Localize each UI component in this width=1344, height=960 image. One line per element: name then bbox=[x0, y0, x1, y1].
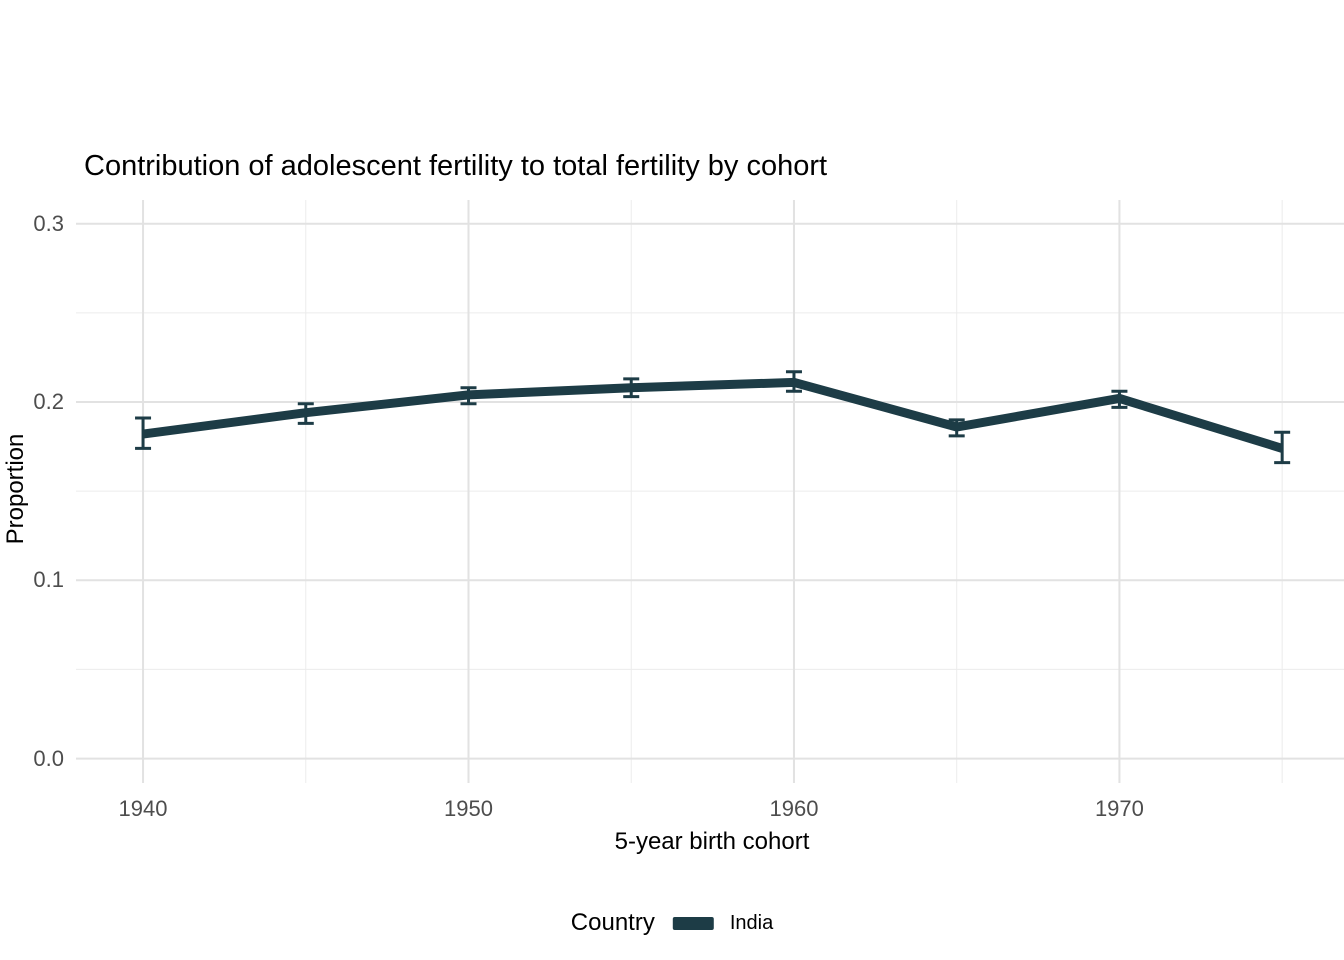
y-axis-title: Proportion bbox=[2, 433, 29, 545]
x-axis-title: 5-year birth cohort bbox=[614, 828, 810, 855]
legend-line-swatch bbox=[672, 916, 714, 930]
legend-title: Country bbox=[570, 909, 655, 936]
india-series-line bbox=[142, 377, 1284, 453]
x-tick-label-1960: 1960 bbox=[769, 796, 819, 821]
y-tick-label-0.2: 0.2 bbox=[33, 388, 64, 414]
y-tick-label-0.1: 0.1 bbox=[33, 567, 64, 593]
x-tick-label-1950: 1950 bbox=[444, 796, 493, 821]
x-tick-label-1940: 1940 bbox=[118, 796, 168, 821]
chart-title: Contribution of adolescent fertility to … bbox=[84, 150, 828, 182]
x-tick-label-1970: 1970 bbox=[1094, 796, 1144, 821]
legend-item-label: India bbox=[729, 911, 774, 934]
y-tick-label-0.0: 0.0 bbox=[33, 745, 64, 771]
legend: Country India bbox=[571, 904, 773, 942]
y-tick-label-0.3: 0.3 bbox=[33, 210, 64, 236]
